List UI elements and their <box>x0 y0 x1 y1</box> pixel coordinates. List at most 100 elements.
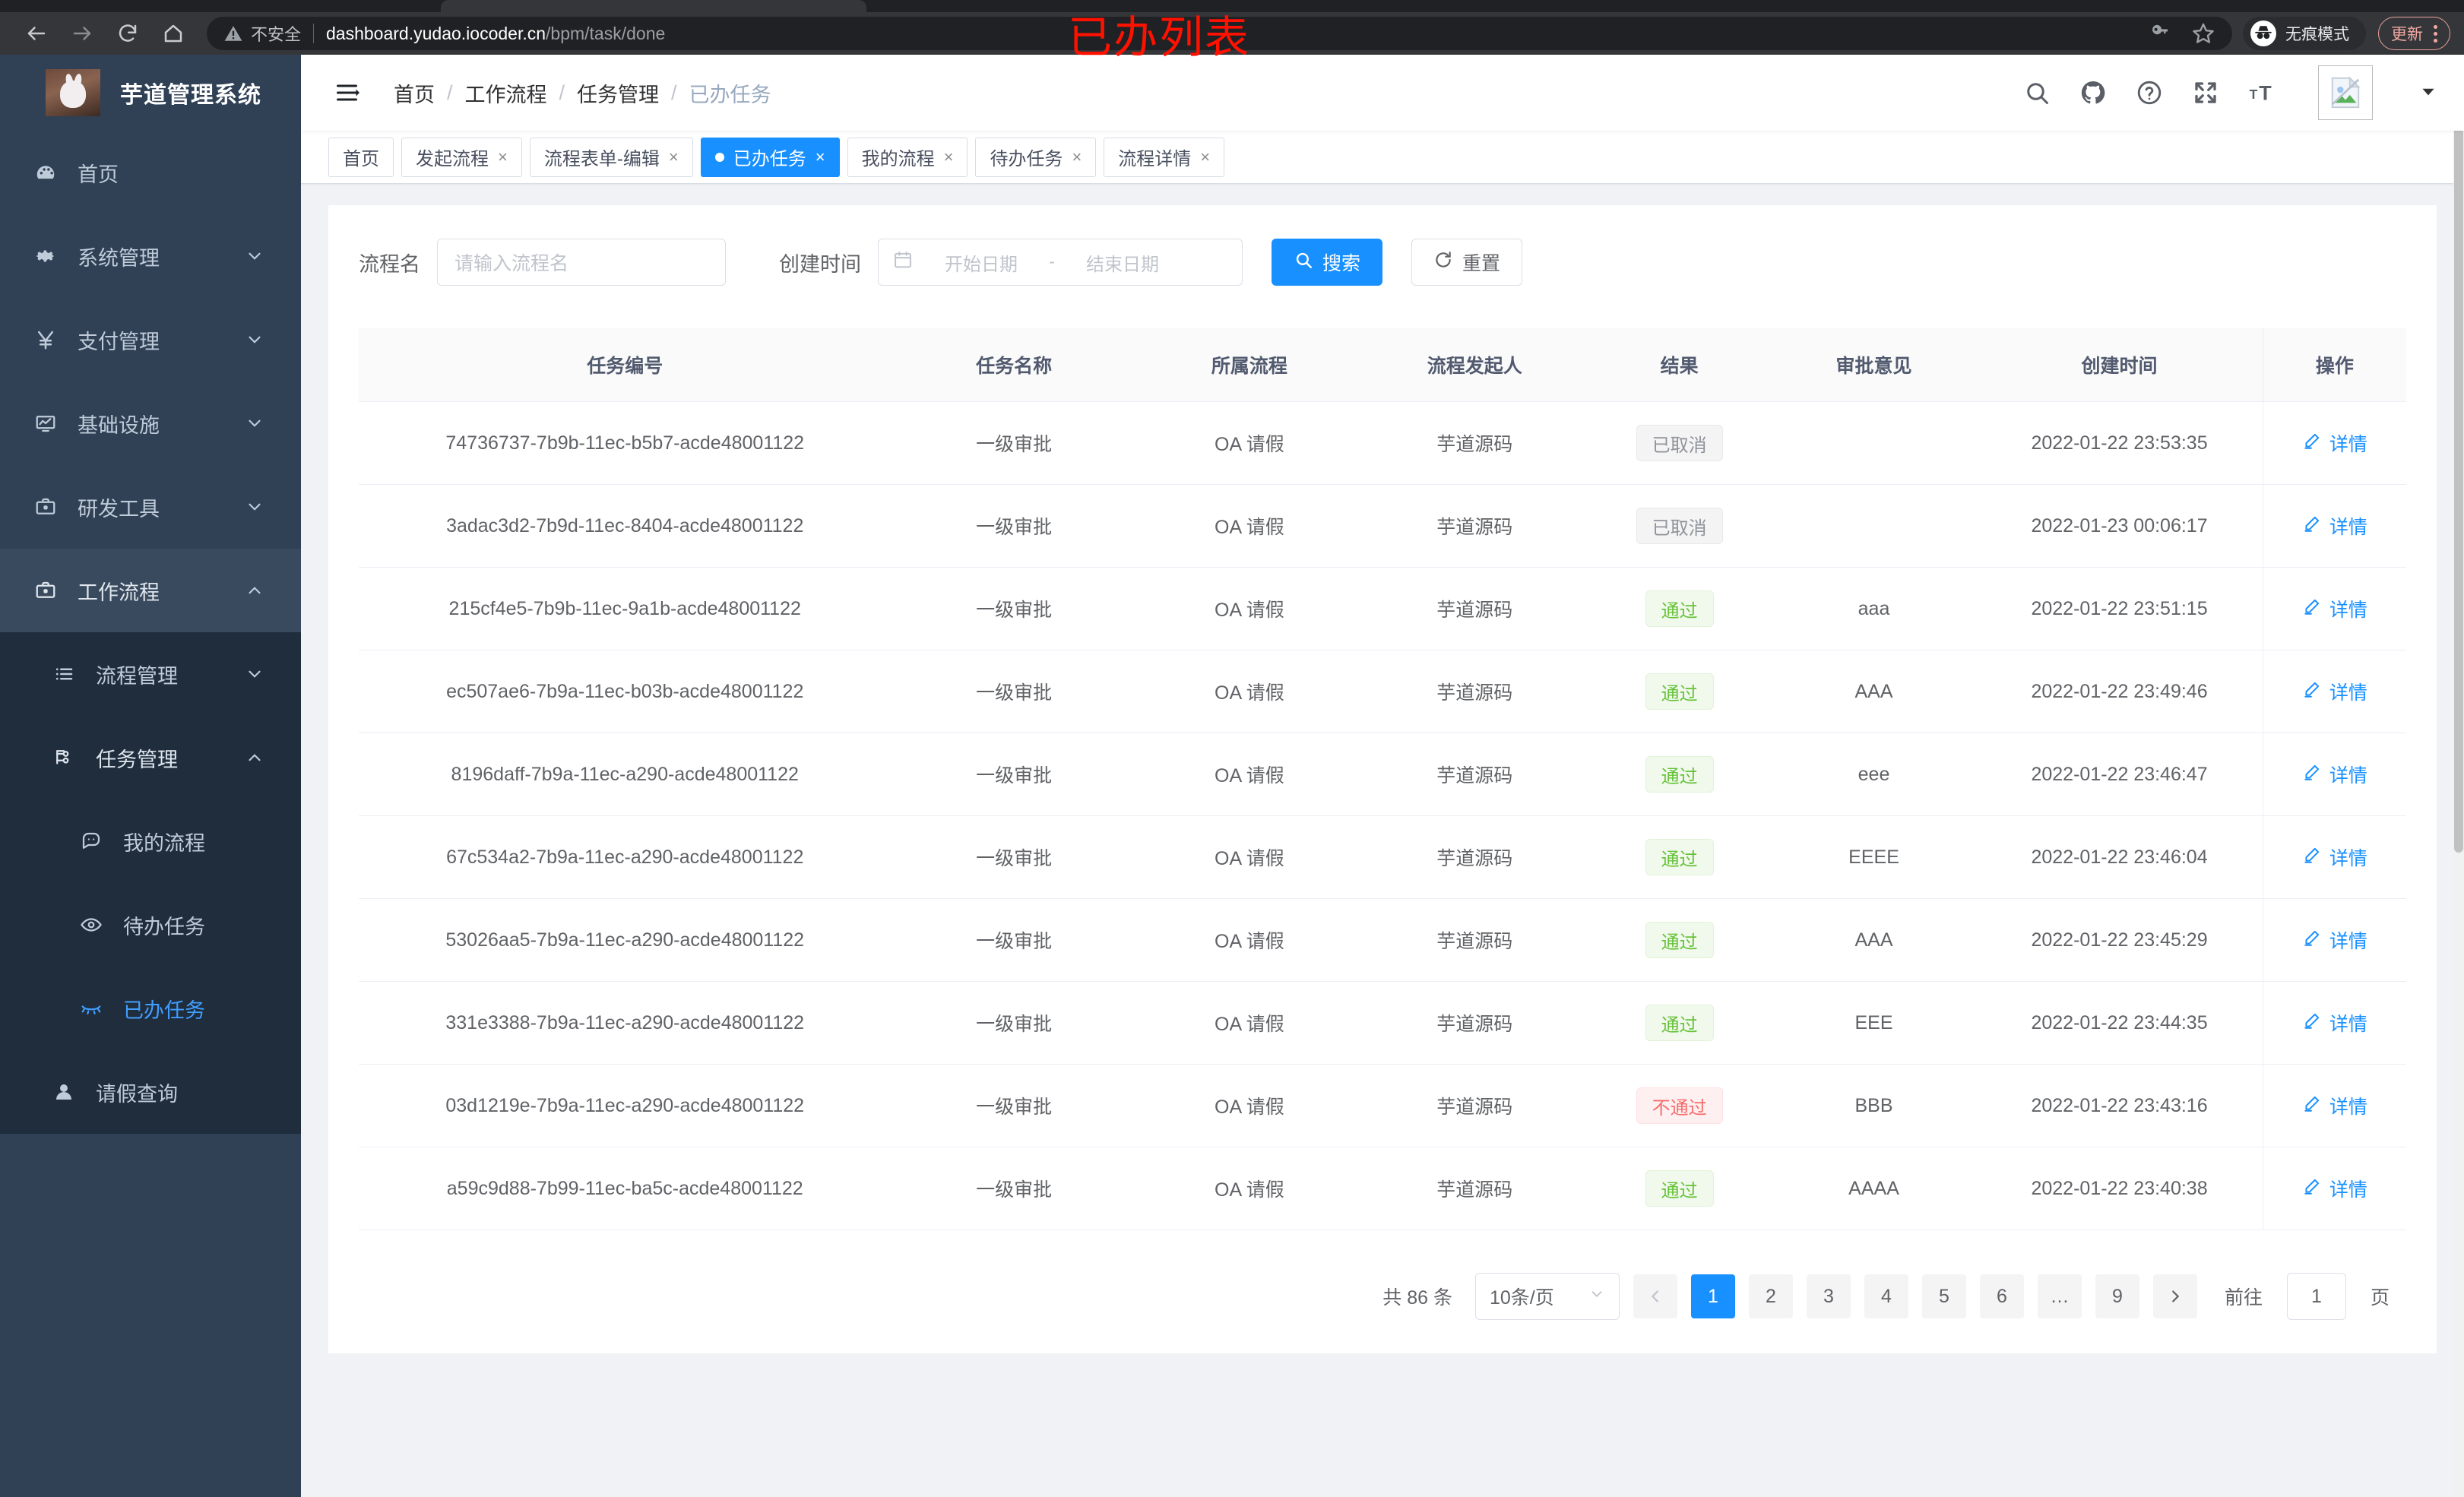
page-scrollbar[interactable] <box>2453 55 2464 1497</box>
detail-link[interactable]: 详情 <box>2302 1175 2367 1202</box>
pagination-next-button[interactable] <box>2152 1274 2197 1318</box>
tab-process-form-edit[interactable]: 流程表单-编辑 × <box>529 137 693 177</box>
close-icon[interactable]: × <box>943 147 954 166</box>
tab-label: 我的流程 <box>861 149 935 169</box>
pagination-page-9[interactable]: 9 <box>2095 1274 2139 1318</box>
cell-task-name: 一级审批 <box>891 650 1137 733</box>
sidebar-item-home[interactable]: 首页 <box>0 131 301 214</box>
cell-operation: 详情 <box>2262 898 2406 982</box>
pagination-ellipsis[interactable]: … <box>2037 1274 2082 1318</box>
logo-icon <box>46 69 100 116</box>
sidebar-item-workflow[interactable]: 工作流程 <box>0 549 301 632</box>
sidebar-item-devtools[interactable]: 研发工具 <box>0 465 301 549</box>
col-opinion: 审批意见 <box>1771 328 1977 402</box>
detail-link[interactable]: 详情 <box>2302 1092 2367 1119</box>
detail-link[interactable]: 详情 <box>2302 1009 2367 1037</box>
create-time-daterange[interactable]: 开始日期 - 结束日期 <box>878 239 1243 286</box>
sidebar-item-done-task[interactable]: 已办任务 <box>0 967 301 1050</box>
tab-label: 流程表单-编辑 <box>543 149 660 169</box>
cell-opinion: EEE <box>1771 981 1977 1065</box>
detail-link[interactable]: 详情 <box>2302 678 2367 705</box>
sidebar-item-label: 待办任务 <box>123 915 205 938</box>
pagination-page-1[interactable]: 1 <box>1690 1274 1735 1318</box>
cell-task-id: 53026aa5-7b9a-11ec-a290-acde48001122 <box>359 898 892 982</box>
sidebar-item-todo-task[interactable]: 待办任务 <box>0 883 301 967</box>
brand[interactable]: 芋道管理系统 <box>0 55 301 131</box>
pagination-prev-button[interactable] <box>1633 1274 1677 1318</box>
close-icon[interactable]: × <box>815 147 825 166</box>
sidebar-item-task-management[interactable]: 任务管理 <box>0 716 301 799</box>
breadcrumb-item-3: 已办任务 <box>689 83 771 106</box>
breadcrumb-item-0[interactable]: 首页 <box>394 83 435 106</box>
breadcrumb-item-2[interactable]: 任务管理 <box>577 83 660 106</box>
tab-start-process[interactable]: 发起流程 × <box>401 137 522 177</box>
breadcrumb-separator: / <box>671 81 677 104</box>
sidebar-item-my-process[interactable]: 我的流程 <box>0 799 301 883</box>
sidebar-item-system[interactable]: 系统管理 <box>0 214 301 298</box>
detail-link[interactable]: 详情 <box>2302 761 2367 788</box>
page-size-select[interactable]: 10条/页 <box>1474 1273 1620 1320</box>
detail-link[interactable]: 详情 <box>2302 429 2367 457</box>
chevron-down-icon[interactable] <box>2418 81 2438 105</box>
home-icon[interactable] <box>150 12 196 55</box>
detail-link[interactable]: 详情 <box>2302 843 2367 871</box>
cell-result: 通过 <box>1587 981 1772 1065</box>
close-icon[interactable]: × <box>498 147 508 166</box>
incognito-badge[interactable]: 无痕模式 <box>2243 17 2366 50</box>
tab-home[interactable]: 首页 <box>328 137 394 177</box>
scrollbar-thumb[interactable] <box>2454 55 2463 853</box>
table-row: a59c9d88-7b99-11ec-ba5c-acde48001122 一级审批… <box>359 1147 2406 1230</box>
pagination-page-5[interactable]: 5 <box>1921 1274 1966 1318</box>
close-icon[interactable]: × <box>668 147 679 166</box>
address-bar[interactable]: 不安全 dashboard.yudao.iocoder.cn/bpm/task/… <box>207 17 2232 50</box>
chevron-down-icon <box>249 252 261 260</box>
sidebar-item-infrastructure[interactable]: 基础设施 <box>0 381 301 465</box>
status-badge: 通过 <box>1645 673 1714 710</box>
help-icon[interactable] <box>2136 79 2163 106</box>
cell-opinion: AAA <box>1771 650 1977 733</box>
forward-arrow-icon[interactable] <box>59 12 105 55</box>
annotation-label: 已办列表 <box>1068 11 1251 63</box>
breadcrumb-item-1[interactable]: 工作流程 <box>464 83 547 106</box>
fullscreen-icon[interactable] <box>2192 79 2219 106</box>
cell-result: 已取消 <box>1587 401 1772 485</box>
update-button[interactable]: 更新 <box>2378 17 2450 50</box>
date-separator: - <box>1049 252 1055 272</box>
broken-image-avatar[interactable] <box>2318 65 2373 120</box>
detail-link[interactable]: 详情 <box>2302 512 2367 540</box>
cell-process: OA 请假 <box>1136 898 1363 982</box>
tab-done-task[interactable]: 已办任务 × <box>700 137 840 177</box>
browser-tab[interactable] <box>441 0 866 12</box>
key-icon[interactable] <box>2149 22 2171 45</box>
tab-process-detail[interactable]: 流程详情 × <box>1104 137 1225 177</box>
kebab-menu-icon[interactable] <box>2434 24 2437 43</box>
close-icon[interactable]: × <box>1072 147 1082 166</box>
pencil-icon <box>2302 597 2322 622</box>
back-arrow-icon[interactable] <box>14 12 59 55</box>
pagination-page-3[interactable]: 3 <box>1806 1274 1851 1318</box>
pagination-jump-input[interactable]: 1 <box>2286 1273 2346 1320</box>
hamburger-icon[interactable] <box>331 76 365 109</box>
search-icon[interactable] <box>2023 79 2051 106</box>
pagination-page-2[interactable]: 2 <box>1748 1274 1793 1318</box>
reset-button[interactable]: 重置 <box>1411 239 1523 286</box>
sidebar-item-payment[interactable]: 支付管理 <box>0 298 301 381</box>
process-name-placeholder: 请输入流程名 <box>454 253 569 274</box>
process-name-input[interactable]: 请输入流程名 <box>437 239 726 286</box>
detail-link[interactable]: 详情 <box>2302 595 2367 622</box>
close-icon[interactable]: × <box>1200 147 1211 166</box>
detail-link[interactable]: 详情 <box>2302 926 2367 954</box>
tab-my-process[interactable]: 我的流程 × <box>847 137 968 177</box>
sidebar-item-leave-query[interactable]: 请假查询 <box>0 1050 301 1134</box>
star-icon[interactable] <box>2191 21 2215 46</box>
github-icon[interactable] <box>2079 79 2107 106</box>
reload-icon[interactable] <box>105 12 150 55</box>
cell-process: OA 请假 <box>1136 1064 1363 1147</box>
pagination-page-4[interactable]: 4 <box>1864 1274 1908 1318</box>
search-button[interactable]: 搜索 <box>1272 239 1383 286</box>
sidebar-item-process-management[interactable]: 流程管理 <box>0 632 301 716</box>
pagination-page-6[interactable]: 6 <box>1979 1274 2024 1318</box>
pagination: 共 86 条 10条/页 1 2 3 4 5 6… 9 前往 <box>359 1230 2406 1328</box>
tab-todo-task[interactable]: 待办任务 × <box>975 137 1097 177</box>
